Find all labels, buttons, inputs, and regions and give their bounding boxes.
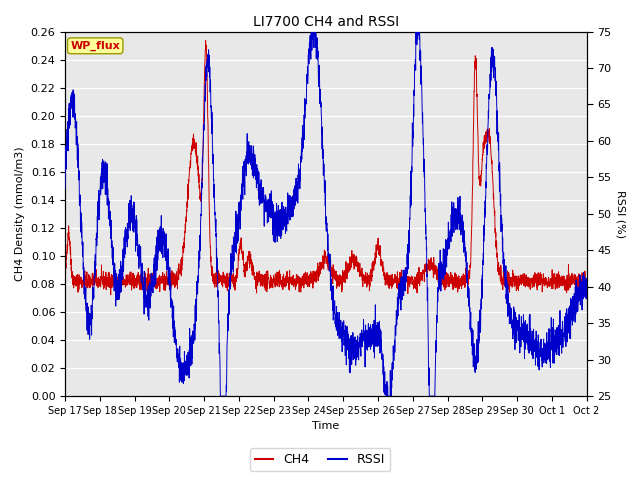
Y-axis label: RSSI (%): RSSI (%): [615, 190, 625, 238]
Y-axis label: CH4 Density (mmol/m3): CH4 Density (mmol/m3): [15, 146, 25, 281]
X-axis label: Time: Time: [312, 421, 339, 432]
Text: WP_flux: WP_flux: [70, 41, 120, 51]
Legend: CH4, RSSI: CH4, RSSI: [250, 448, 390, 471]
Title: LI7700 CH4 and RSSI: LI7700 CH4 and RSSI: [253, 15, 399, 29]
